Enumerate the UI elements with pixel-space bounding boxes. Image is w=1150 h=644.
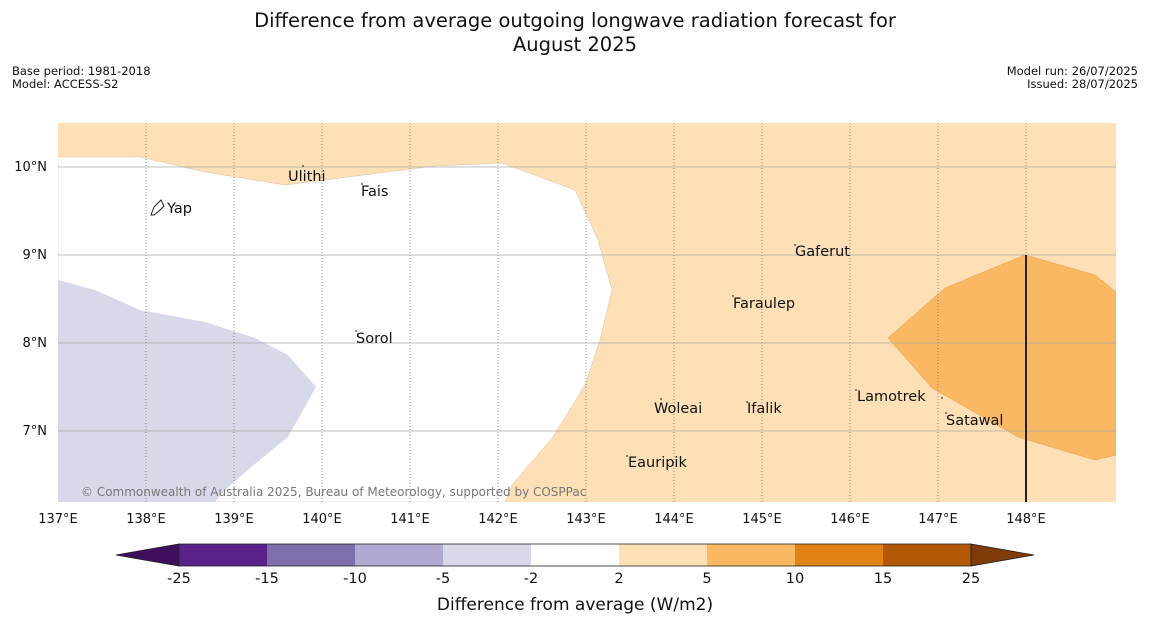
colorbar-frame — [178, 543, 972, 567]
colorbar: -25 -15 -10 -5 -2 2 5 10 15 25 Differenc… — [115, 543, 1035, 615]
lon-label: 138°E — [126, 512, 166, 527]
colorbar-tick-label: 15 — [874, 571, 892, 587]
longitude-labels: 137°E 138°E 139°E 140°E 141°E 142°E 143°… — [38, 512, 1046, 527]
colorbar-extend-max — [970, 543, 1035, 567]
anomaly-field-minus5-to-minus2 — [58, 280, 316, 502]
place-label-ulithi: Ulithi — [288, 169, 326, 185]
place-label-lamotrek: Lamotrek — [857, 389, 926, 405]
colorbar-extend-min — [115, 543, 180, 567]
latitude-labels: 10°N 9°N 8°N 7°N — [14, 160, 47, 439]
place-label-faraulep: Faraulep — [733, 296, 795, 312]
colorbar-tick-label: 10 — [786, 571, 804, 587]
meta-left: Base period: 1981-2018 Model: ACCESS-S2 — [12, 65, 151, 91]
lat-label: 9°N — [23, 248, 48, 263]
colorbar-swatch — [355, 544, 443, 566]
lon-label: 140°E — [302, 512, 342, 527]
colorbar-swatch — [267, 544, 355, 566]
model-run-text: Model run: 26/07/2025 — [1006, 64, 1138, 78]
colorbar-swatch — [883, 544, 971, 566]
lon-label: 139°E — [214, 512, 254, 527]
colorbar-tick-label: 25 — [962, 571, 980, 587]
place-label-woleai: Woleai — [654, 401, 702, 417]
place-label-fais: Fais — [361, 184, 388, 200]
meta-right: Model run: 26/07/2025 Issued: 28/07/2025 — [1007, 65, 1138, 91]
colorbar-swatch — [707, 544, 795, 566]
issued-text: Issued: 28/07/2025 — [1027, 77, 1138, 91]
base-period-text: Base period: 1981-2018 — [12, 64, 151, 78]
map-area: Ulithi Fais Yap Gaferut Faraulep Sorol W… — [58, 123, 1116, 502]
colorbar-swatch — [179, 544, 267, 566]
colorbar-tick-label: 2 — [614, 571, 623, 587]
colorbar-tick-label: -5 — [436, 571, 450, 587]
lon-label: 145°E — [742, 512, 782, 527]
place-label-gaferut: Gaferut — [795, 244, 850, 260]
lon-label: 148°E — [1006, 512, 1046, 527]
place-label-sorol: Sorol — [356, 331, 393, 347]
lon-label: 141°E — [390, 512, 430, 527]
colorbar-tick-label: -2 — [524, 571, 538, 587]
lon-label: 146°E — [830, 512, 870, 527]
lat-label: 10°N — [14, 160, 47, 175]
lat-label: 7°N — [23, 424, 48, 439]
lon-label: 143°E — [566, 512, 606, 527]
colorbar-tick-label: 5 — [702, 571, 711, 587]
island-markers — [302, 165, 947, 457]
colorbar-swatch — [531, 544, 619, 566]
copyright-credit: © Commonwealth of Australia 2025, Bureau… — [81, 485, 586, 499]
place-label-ifalik: Ifalik — [747, 401, 782, 417]
lon-label: 137°E — [38, 512, 78, 527]
place-label-yap: Yap — [166, 201, 192, 217]
colorbar-tick-label: -25 — [167, 571, 191, 587]
colorbar-swatch — [795, 544, 883, 566]
colorbar-swatch — [443, 544, 531, 566]
colorbar-tick-label: -15 — [255, 571, 279, 587]
colorbar-tick-label: -10 — [343, 571, 367, 587]
lon-label: 147°E — [918, 512, 958, 527]
colorbar-title: Difference from average (W/m2) — [437, 595, 713, 615]
model-text: Model: ACCESS-S2 — [12, 77, 119, 91]
colorbar-swatch — [619, 544, 707, 566]
yap-island-outline — [150, 199, 165, 216]
lon-label: 142°E — [478, 512, 518, 527]
place-label-eauripik: Eauripik — [628, 455, 687, 471]
place-label-satawal: Satawal — [946, 413, 1003, 429]
anomaly-field-5-to-10 — [887, 254, 1116, 461]
map-title: Difference from average outgoing longwav… — [254, 9, 896, 56]
lon-label: 144°E — [654, 512, 694, 527]
lat-label: 8°N — [23, 336, 48, 351]
